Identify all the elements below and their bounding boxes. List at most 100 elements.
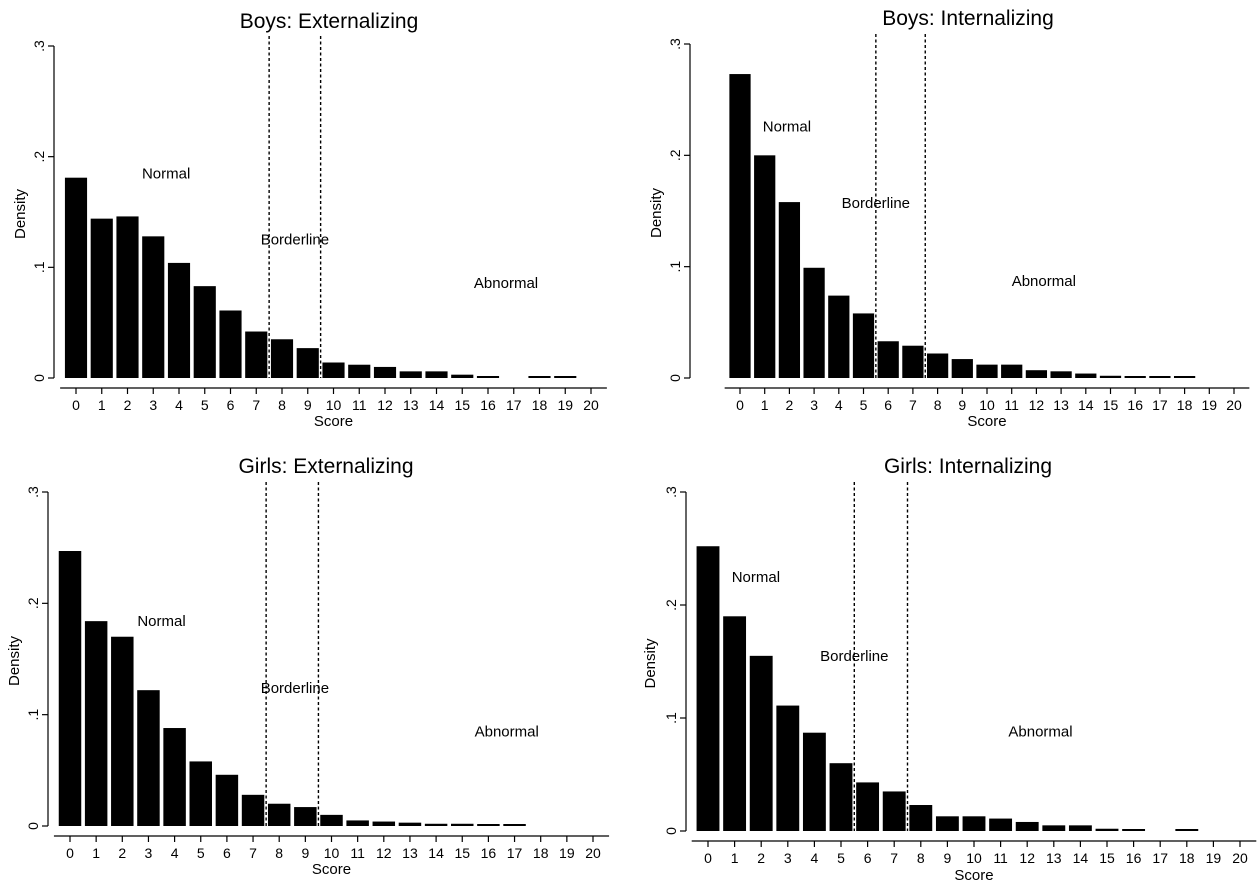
- histogram-bar: [451, 823, 474, 826]
- histogram-bar: [528, 376, 551, 378]
- x-tick-label: 20: [583, 397, 599, 413]
- x-tick-label: 3: [784, 850, 792, 866]
- histogram-bar: [962, 816, 986, 831]
- region-label-normal: Normal: [763, 118, 811, 135]
- x-tick-label: 4: [175, 397, 183, 413]
- histogram-bar: [58, 551, 82, 826]
- histogram-bar: [111, 636, 134, 826]
- x-tick-label: 16: [480, 397, 496, 413]
- x-tick-label: 13: [402, 845, 418, 861]
- y-tick-label: 0: [663, 827, 679, 835]
- histogram-bar: [976, 364, 998, 378]
- histogram-bar: [1068, 825, 1092, 831]
- histogram-bar: [193, 286, 216, 378]
- x-tick-label: 15: [454, 845, 470, 861]
- y-tick-label: .1: [667, 261, 683, 273]
- histogram-bar: [877, 341, 899, 378]
- x-tick-label: 0: [704, 850, 712, 866]
- histogram-bar: [425, 371, 448, 378]
- histogram-bar: [116, 216, 139, 378]
- histogram-bar: [424, 823, 448, 826]
- x-tick-label: 18: [532, 397, 548, 413]
- y-tick-label: .2: [25, 597, 41, 609]
- x-tick-label: 19: [1202, 397, 1218, 413]
- x-tick-label: 12: [376, 845, 392, 861]
- x-tick-label: 6: [864, 850, 872, 866]
- x-tick-label: 8: [917, 850, 925, 866]
- x-tick-label: 0: [736, 397, 744, 413]
- x-tick-label: 14: [428, 845, 444, 861]
- x-tick-label: 12: [1029, 397, 1045, 413]
- x-tick-label: 8: [275, 845, 283, 861]
- y-axis-title: Density: [648, 187, 665, 238]
- histogram-bar: [1025, 370, 1048, 378]
- histogram-bar: [803, 267, 825, 378]
- x-tick-label: 14: [1078, 397, 1094, 413]
- x-tick-label: 18: [1177, 397, 1193, 413]
- histogram-bar: [189, 761, 212, 826]
- histogram-bar: [346, 820, 369, 826]
- histogram-bar: [926, 353, 949, 378]
- x-tick-label: 4: [811, 850, 819, 866]
- x-tick-label: 17: [1152, 850, 1168, 866]
- histogram-bar: [882, 791, 906, 831]
- y-tick-label: .1: [25, 709, 41, 721]
- region-label-abnormal: Abnormal: [474, 275, 538, 292]
- histogram-bar: [348, 364, 371, 378]
- histogram-bar: [267, 803, 291, 826]
- y-tick-label: .3: [663, 486, 679, 498]
- histogram-bar: [1001, 364, 1023, 378]
- y-tick-label: .1: [663, 712, 679, 724]
- region-label-normal: Normal: [142, 165, 190, 182]
- histogram-bar: [856, 782, 880, 831]
- x-axis-title: Score: [312, 861, 351, 878]
- x-tick-label: 13: [1046, 850, 1062, 866]
- x-tick-label: 2: [124, 397, 132, 413]
- histogram-bar: [723, 616, 747, 831]
- histogram-bar: [776, 705, 800, 831]
- chart-title: Boys: Externalizing: [240, 10, 419, 33]
- histogram-bar: [84, 621, 108, 826]
- histogram-bar: [989, 818, 1013, 831]
- x-tick-label: 12: [377, 397, 393, 413]
- histogram-bar: [476, 376, 500, 378]
- region-label-abnormal: Abnormal: [1012, 273, 1076, 290]
- region-label-normal: Normal: [137, 613, 185, 630]
- histogram-bar: [1050, 371, 1072, 378]
- x-tick-label: 4: [171, 845, 179, 861]
- histogram-bar: [296, 348, 319, 378]
- x-tick-label: 20: [585, 845, 601, 861]
- histogram-bar: [1042, 825, 1066, 831]
- x-tick-label: 16: [1127, 397, 1143, 413]
- histogram-bar: [696, 546, 720, 831]
- histogram-bar: [802, 732, 826, 831]
- region-label-normal: Normal: [732, 569, 780, 586]
- x-tick-label: 11: [352, 397, 367, 413]
- histogram-bar: [64, 177, 88, 378]
- histogram-bar: [294, 807, 317, 826]
- x-tick-label: 5: [201, 397, 209, 413]
- x-tick-label: 13: [403, 397, 419, 413]
- x-tick-label: 3: [149, 397, 157, 413]
- histogram-bar: [142, 236, 165, 378]
- x-tick-label: 12: [1019, 850, 1035, 866]
- region-label-abnormal: Abnormal: [475, 723, 539, 740]
- x-tick-label: 5: [837, 850, 845, 866]
- histogram-bar: [1075, 373, 1097, 378]
- x-tick-label: 19: [557, 397, 573, 413]
- histogram-bar: [729, 74, 751, 378]
- chart-title: Girls: Externalizing: [238, 455, 413, 478]
- histogram-bar: [852, 313, 875, 378]
- y-axis-title: Density: [6, 635, 23, 686]
- x-tick-label: 15: [1103, 397, 1119, 413]
- x-tick-label: 3: [145, 845, 153, 861]
- x-tick-label: 2: [757, 850, 765, 866]
- x-tick-label: 6: [223, 845, 231, 861]
- histogram-bar: [909, 805, 933, 831]
- x-axis-title: Score: [954, 867, 993, 883]
- histogram-bar: [477, 824, 500, 826]
